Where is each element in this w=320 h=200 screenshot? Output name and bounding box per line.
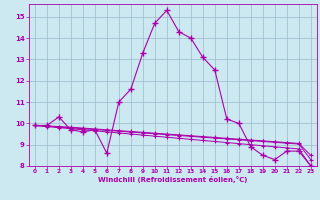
X-axis label: Windchill (Refroidissement éolien,°C): Windchill (Refroidissement éolien,°C)	[98, 176, 247, 183]
